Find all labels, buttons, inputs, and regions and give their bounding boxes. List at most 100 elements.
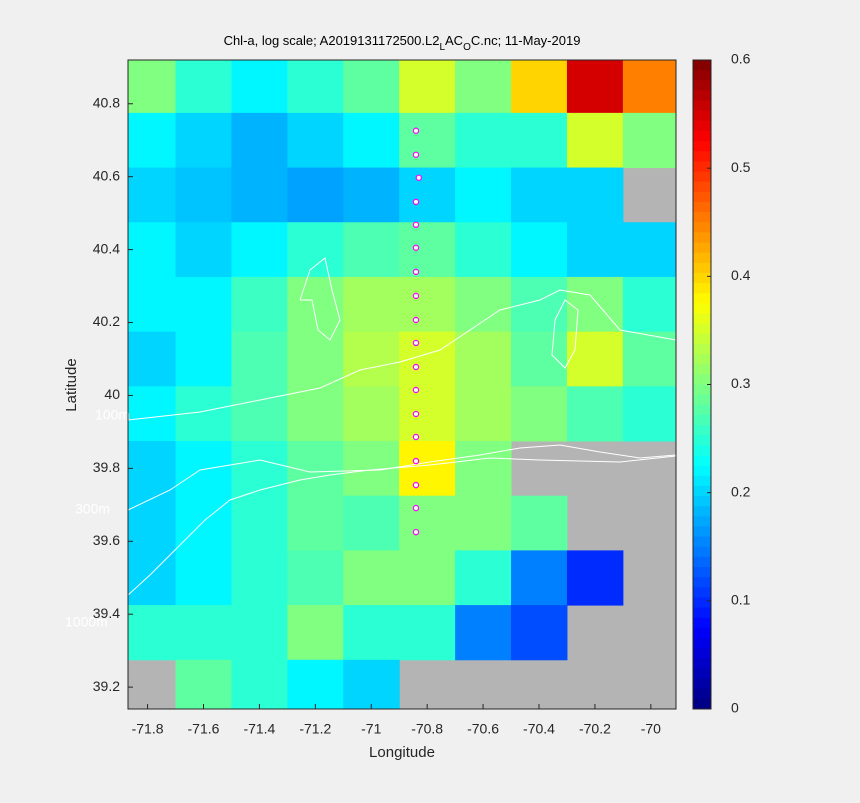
colorbar-step xyxy=(693,242,711,254)
colorbar-step xyxy=(693,445,711,456)
heat-cell xyxy=(231,222,288,278)
colorbar-step xyxy=(693,668,711,680)
y-tick-label: 40 xyxy=(104,386,120,402)
heat-cell xyxy=(622,331,676,387)
heat-cell xyxy=(622,386,676,442)
colorbar-step xyxy=(693,293,711,304)
contour-label: 300m xyxy=(75,501,110,517)
heat-cell xyxy=(622,112,676,169)
heat-cell xyxy=(399,386,456,442)
heat-cell xyxy=(287,167,344,223)
heat-cell xyxy=(343,222,400,278)
heat-cell xyxy=(287,331,344,387)
station-point xyxy=(412,528,420,536)
contour-line xyxy=(128,455,676,596)
colorbar-step xyxy=(693,617,711,629)
colorbar-step xyxy=(693,130,711,142)
heat-cell xyxy=(399,167,456,223)
contour-label: 100m xyxy=(95,407,130,423)
colorbar-tick-label: 0.6 xyxy=(731,51,751,67)
heat-cell xyxy=(343,605,400,661)
heat-cell xyxy=(455,495,512,551)
colorbar-step xyxy=(693,120,711,132)
heat-cell xyxy=(287,605,344,661)
colorbar-step xyxy=(693,414,711,426)
colorbar-step xyxy=(693,343,711,355)
heat-cell xyxy=(343,60,400,114)
heat-cell xyxy=(128,276,177,333)
colorbar-step xyxy=(693,90,711,102)
contours xyxy=(128,257,676,596)
heat-cell xyxy=(287,60,344,114)
heat-cell xyxy=(511,60,568,114)
heat-cell xyxy=(231,276,288,333)
colorbar-step xyxy=(693,333,711,345)
heat-cell xyxy=(128,605,177,661)
colorbar-step xyxy=(693,678,711,690)
heat-cell xyxy=(399,276,456,333)
heat-cell xyxy=(511,331,568,387)
colorbar-step xyxy=(693,272,711,284)
y-tick-label: 40.8 xyxy=(93,94,120,110)
colorbar-step xyxy=(693,232,711,244)
heat-cell xyxy=(343,112,400,169)
heat-cell xyxy=(566,112,624,169)
colorbar-tick-label: 0.4 xyxy=(731,267,751,283)
x-tick-label: -71.6 xyxy=(188,721,220,737)
heat-cell xyxy=(343,276,400,333)
colorbar-step xyxy=(693,364,711,375)
heat-cell xyxy=(175,550,232,606)
heat-cell xyxy=(455,331,512,387)
heat-cell xyxy=(231,386,288,442)
heat-cell xyxy=(175,222,232,278)
colorbar-step xyxy=(693,688,711,700)
heat-cell xyxy=(455,441,512,497)
heat-cell xyxy=(287,386,344,442)
title-part: AC xyxy=(445,33,463,48)
x-tick-label: -70.4 xyxy=(523,721,555,737)
colorbar-step xyxy=(693,374,711,385)
colorbar-step xyxy=(693,546,711,558)
colorbar-step xyxy=(693,425,711,436)
heat-cell xyxy=(455,112,512,169)
contour-line xyxy=(128,289,676,421)
colorbar-step xyxy=(693,110,711,122)
colorbar-tick-label: 0.1 xyxy=(731,592,751,608)
x-axis-label: Longitude xyxy=(369,744,435,761)
colorbar-step xyxy=(693,323,711,335)
heat-cell xyxy=(175,331,232,387)
y-tick-label: 40.2 xyxy=(93,313,120,329)
station-point xyxy=(412,151,420,158)
heat-cell xyxy=(399,112,456,169)
heat-cell xyxy=(175,605,232,661)
colorbar-step xyxy=(693,201,711,213)
colorbar-step xyxy=(693,181,711,193)
heat-cell xyxy=(287,659,344,709)
heat-cell xyxy=(622,60,676,114)
colorbar-tick-label: 0.3 xyxy=(731,375,751,391)
heat-cell xyxy=(175,276,232,333)
colorbar-step xyxy=(693,648,711,659)
contour-line xyxy=(551,299,579,369)
colorbar-step xyxy=(693,394,711,406)
colorbar xyxy=(693,60,711,710)
heat-cell xyxy=(399,550,456,606)
y-tick-label: 39.6 xyxy=(93,532,120,548)
heat-cell xyxy=(622,222,676,278)
colorbar-step xyxy=(693,60,711,71)
colorbar-step xyxy=(693,222,711,233)
station-point xyxy=(412,386,420,394)
title-part: L xyxy=(439,42,445,53)
heat-cell xyxy=(566,331,624,387)
colorbar-tick-label: 0.5 xyxy=(731,159,751,175)
station-point xyxy=(412,316,420,324)
heat-cell xyxy=(231,550,288,606)
heat-cell xyxy=(455,276,512,333)
colorbar-step xyxy=(693,506,711,517)
colorbar-tick-label: 0.2 xyxy=(731,483,751,499)
heat-cell xyxy=(455,386,512,442)
heat-cell xyxy=(399,60,456,114)
heat-cell xyxy=(175,112,232,169)
heat-cell xyxy=(128,222,177,278)
heat-cell xyxy=(455,222,512,278)
